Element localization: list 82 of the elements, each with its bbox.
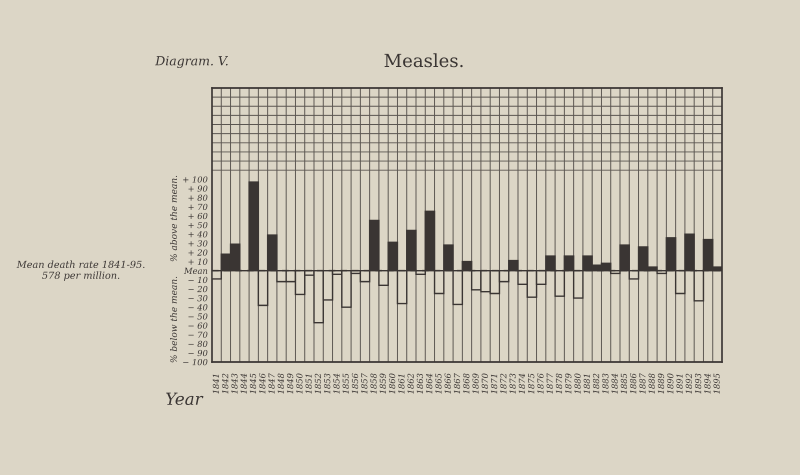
y-tick-label: + 30 xyxy=(188,240,208,247)
x-tick-label: 1892 xyxy=(686,374,692,394)
x-tick-label: 1874 xyxy=(518,374,526,394)
x-tick-label: 1877 xyxy=(546,373,553,394)
x-tick-label: 1843 xyxy=(231,374,238,394)
ref-line-label: Mean death rate 1841-95. 578 per million. xyxy=(16,260,144,281)
x-tick-label: 1868 xyxy=(463,374,470,394)
x-tick-label: 1884 xyxy=(611,374,618,394)
x-tick-label: 1845 xyxy=(250,374,256,394)
x-tick-label: 1844 xyxy=(240,374,247,394)
x-tick-label: 1895 xyxy=(713,374,720,394)
y-tick-label: − 30 xyxy=(188,295,208,302)
x-tick-label: 1854 xyxy=(333,374,340,394)
y-tick-label: + 70 xyxy=(188,204,208,210)
y-tick-label: − 100 xyxy=(183,358,208,366)
x-tick-label: 1867 xyxy=(454,373,460,394)
x-axis-title: Year xyxy=(166,392,204,406)
x-tick-label: 1855 xyxy=(342,374,349,394)
x-tick-label: 1856 xyxy=(352,373,358,394)
y-tick-label: − 50 xyxy=(188,313,208,320)
text: % above the mean. xyxy=(170,176,178,262)
x-tick-label: 1850 xyxy=(296,374,303,394)
x-tick-label: 1859 xyxy=(380,374,386,394)
y-tick-label: + 90 xyxy=(188,185,208,192)
x-tick-label: 1890 xyxy=(667,374,674,394)
x-tick-label: 1853 xyxy=(324,374,330,394)
x-tick-label: 1885 xyxy=(620,374,628,394)
x-tick-label: 1869 xyxy=(472,374,479,394)
x-tick-label: 1860 xyxy=(388,374,396,394)
y-tick-label: − 80 xyxy=(188,340,208,348)
y-tick-label: − 70 xyxy=(188,332,208,338)
x-tick-label: 1849 xyxy=(286,374,294,394)
x-tick-label: 1863 xyxy=(416,374,424,394)
text: Diagram. V. xyxy=(155,56,228,68)
chart-title: Measles. xyxy=(384,53,463,68)
y-tick-label: + 10 xyxy=(188,258,208,265)
y-tick-label: − 60 xyxy=(188,322,208,329)
x-tick-label: 1878 xyxy=(556,374,562,394)
x-tick-label: 1852 xyxy=(314,374,322,394)
y-tick-label: + 100 xyxy=(183,176,208,183)
y-tick-label: + 20 xyxy=(188,249,208,256)
y-tick-label: − 90 xyxy=(188,350,208,356)
y-tick-label: + 60 xyxy=(188,212,208,220)
x-tick-label: 1841 xyxy=(212,374,220,394)
x-tick-label: 1880 xyxy=(574,374,581,394)
x-tick-label: 1847 xyxy=(268,373,275,394)
x-tick-label: 1883 xyxy=(602,374,609,394)
x-tick-label: 1876 xyxy=(537,373,544,394)
y-tick-label: Mean xyxy=(184,268,208,274)
y-tick-label: − 20 xyxy=(188,286,208,292)
y-tick-label: + 40 xyxy=(188,231,208,238)
x-tick-label: 1886 xyxy=(630,373,636,394)
x-tick-label: 1862 xyxy=(407,374,414,394)
x-tick-label: 1864 xyxy=(426,374,432,394)
x-tick-label: 1851 xyxy=(305,374,312,394)
x-tick-label: 1866 xyxy=(444,373,451,394)
x-tick-label: 1889 xyxy=(658,374,664,394)
x-tick-label: 1848 xyxy=(278,374,284,394)
y-tick-label: + 50 xyxy=(188,222,208,228)
x-tick-label: 1893 xyxy=(694,374,702,394)
y-tick-label: − 40 xyxy=(188,304,208,310)
x-tick-label: 1870 xyxy=(482,374,488,394)
x-tick-label: 1857 xyxy=(361,373,368,394)
y-tick-label: + 80 xyxy=(188,194,208,201)
x-tick-label: 1861 xyxy=(398,374,405,394)
x-tick-label: 1871 xyxy=(490,374,498,394)
x-tick-label: 1846 xyxy=(259,373,266,394)
x-tick-label: 1858 xyxy=(370,374,377,394)
x-tick-label: 1888 xyxy=(648,374,655,394)
x-tick-label: 1887 xyxy=(639,373,646,394)
x-tick-label: 1875 xyxy=(528,374,534,394)
x-tick-label: 1865 xyxy=(435,374,442,394)
text: % below the mean. xyxy=(170,276,178,362)
y-tick-label: − 10 xyxy=(188,276,208,284)
x-tick-label: 1872 xyxy=(500,374,507,394)
x-tick-label: 1882 xyxy=(592,374,600,394)
x-tick-label: 1842 xyxy=(222,374,228,394)
x-tick-label: 1894 xyxy=(704,374,711,394)
x-tick-label: 1881 xyxy=(584,374,590,394)
x-tick-label: 1879 xyxy=(565,374,572,394)
x-tick-label: 1873 xyxy=(509,374,516,394)
x-tick-label: 1891 xyxy=(676,374,683,394)
